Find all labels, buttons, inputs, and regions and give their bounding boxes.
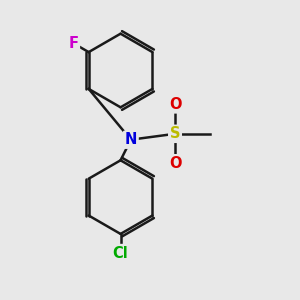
Text: N: N bbox=[125, 132, 137, 147]
Text: S: S bbox=[170, 126, 180, 141]
Text: F: F bbox=[68, 36, 78, 51]
Text: O: O bbox=[169, 156, 181, 171]
Text: Cl: Cl bbox=[113, 246, 128, 261]
Text: O: O bbox=[169, 97, 181, 112]
